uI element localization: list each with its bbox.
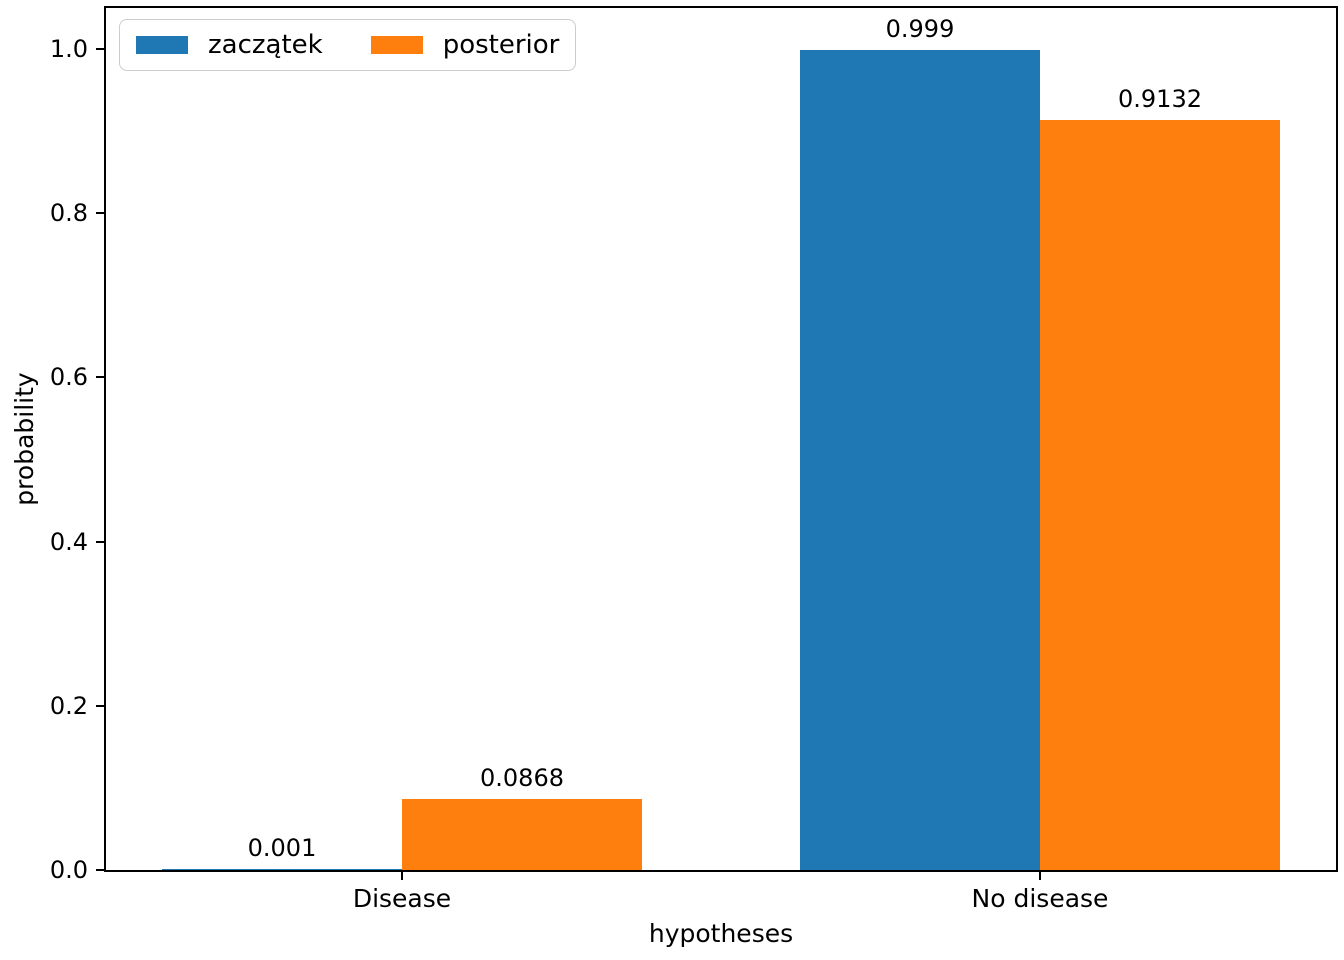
x-tick-label: No disease [971, 884, 1109, 913]
bar-value-label: 0.9132 [1118, 85, 1202, 114]
x-tick-mark [1039, 872, 1041, 880]
x-tick-label: Disease [352, 884, 452, 913]
y-tick-label: 0.0 [49, 856, 88, 884]
y-tick-mark [96, 376, 104, 379]
legend-label-posterior: posterior [442, 30, 560, 60]
bar [1040, 120, 1280, 870]
bar-value-label: 0.001 [247, 834, 317, 863]
y-axis-label: probability [10, 372, 39, 506]
y-tick-mark [96, 704, 104, 707]
legend-swatch-prior [136, 36, 188, 54]
x-axis-label: hypotheses [648, 919, 794, 948]
plot-area: 0.001 0.999 0.0868 0.9132 zaczątek posterio… [104, 6, 1338, 872]
y-tick-mark [96, 540, 104, 543]
legend-label-prior: zaczątek [208, 30, 323, 60]
y-tick-label: 0.8 [49, 199, 88, 228]
y-tick-mark [96, 48, 104, 51]
y-tick-mark [96, 869, 104, 871]
y-tick-label: 0.6 [49, 363, 88, 392]
bar-value-label: 0.0868 [480, 763, 564, 792]
y-tick-label: 0.2 [49, 691, 88, 720]
legend-swatch-posterior [370, 36, 423, 54]
legend: zaczątek posterior [119, 19, 577, 71]
legend-item-prior: zaczątek [136, 31, 323, 59]
legend-item-posterior: posterior [370, 30, 560, 60]
y-tick-mark [96, 212, 104, 215]
y-tick-label: 1.0 [49, 35, 88, 64]
x-tick-mark [401, 872, 403, 880]
bar [402, 798, 642, 870]
bar [800, 49, 1040, 870]
y-tick-label: 0.4 [49, 527, 88, 556]
bar-value-label: 0.999 [885, 14, 955, 43]
bar [162, 869, 402, 870]
